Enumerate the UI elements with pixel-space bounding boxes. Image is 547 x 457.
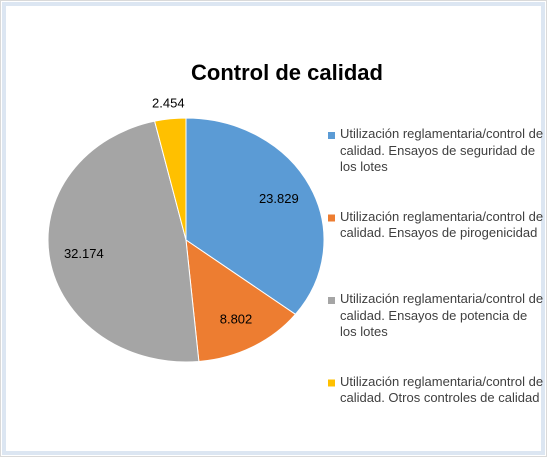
legend-label: Utilización reglamentaria/control de cal… [340, 126, 544, 174]
pie-slice [185, 238, 297, 363]
legend-label: Utilización reglamentaria/control de cal… [340, 373, 544, 406]
legend-entry: Utilización reglamentaria/control de cal… [340, 208, 544, 241]
legend-label: Utilización reglamentaria/control de cal… [340, 291, 544, 339]
data-label: 32.174 [64, 246, 104, 261]
legend-entry: Utilización reglamentaria/control de cal… [340, 126, 544, 174]
chart-title: Control de calidad [191, 60, 383, 85]
data-label: 8.802 [220, 312, 253, 327]
data-label: 2.454 [152, 96, 185, 111]
legend-swatch [328, 379, 335, 387]
data-label: 23.829 [259, 191, 299, 206]
legend-swatch [328, 214, 335, 222]
legend-swatch [328, 132, 335, 139]
pie-slice [185, 117, 325, 316]
pie-slice [47, 120, 200, 363]
legend-entry: Utilización reglamentaria/control de cal… [340, 373, 544, 406]
pie-slice [154, 117, 187, 241]
legend-label: Utilización reglamentaria/control de cal… [340, 208, 544, 241]
legend-swatch [328, 297, 335, 304]
legend-entry: Utilización reglamentaria/control de cal… [340, 291, 544, 339]
